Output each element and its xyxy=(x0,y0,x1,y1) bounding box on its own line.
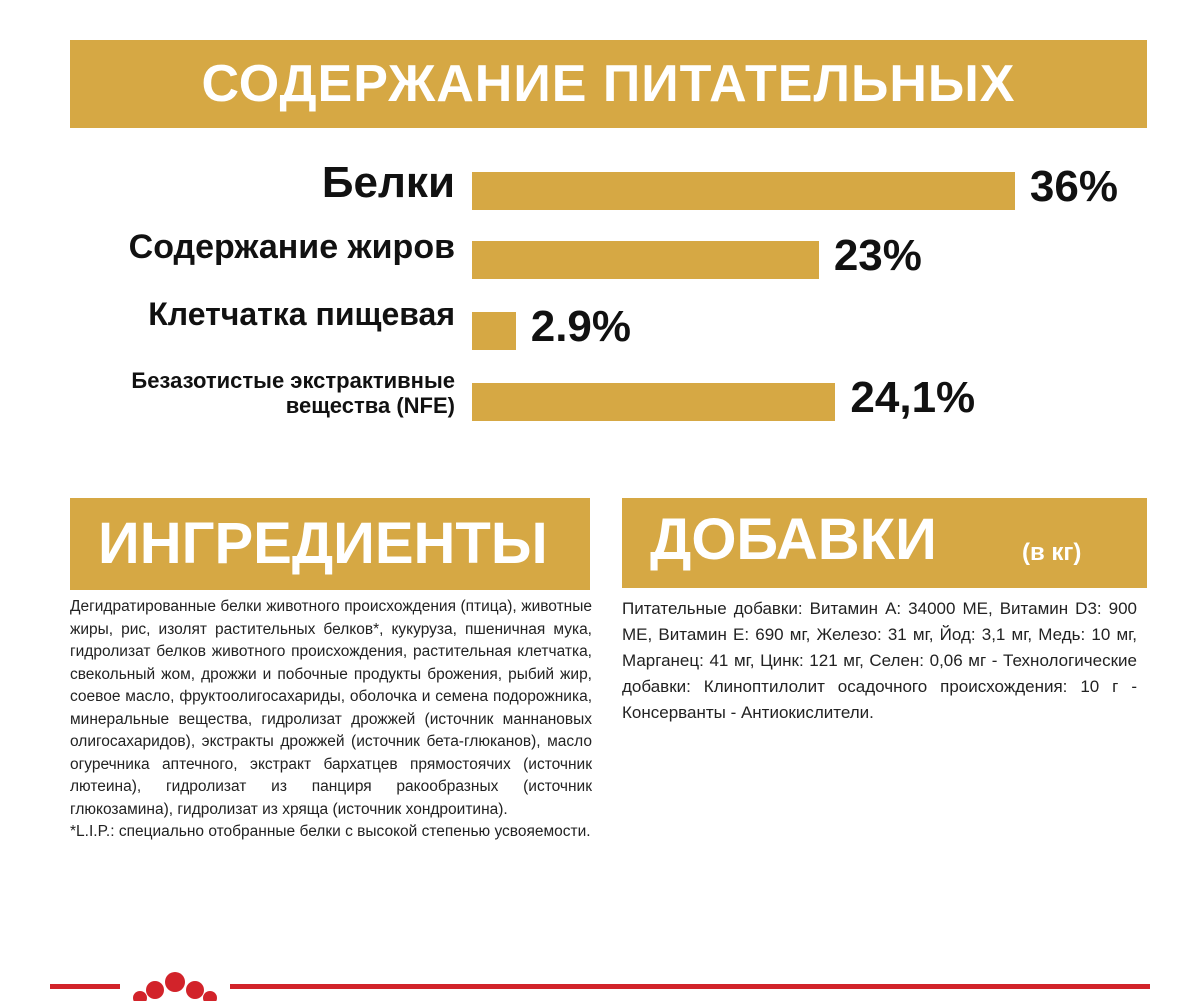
additives-band: ДОБАВКИ (в кг) xyxy=(622,498,1147,588)
bar xyxy=(472,241,819,279)
value-label: 36% xyxy=(1029,162,1118,211)
ingredients-band: ИНГРЕДИЕНТЫ xyxy=(70,498,590,590)
additives-text: Питательные добавки: Витамин A: 34000 МЕ… xyxy=(622,599,1137,722)
value-label: 2.9% xyxy=(530,302,632,351)
additives-title: ДОБАВКИ xyxy=(650,507,937,572)
bar xyxy=(472,172,1015,210)
value-label: 23% xyxy=(833,231,922,280)
bar xyxy=(472,312,516,350)
category-label: Белки xyxy=(321,158,455,207)
bar xyxy=(472,383,836,421)
category-label: Содержание жиров xyxy=(128,228,455,266)
ingredients-body: Дегидратированные белки животного происх… xyxy=(70,598,592,818)
title-band: СОДЕРЖАНИЕ ПИТАТЕЛЬНЫХ ВЕЩЕСТВ xyxy=(70,40,1147,201)
footer-line xyxy=(50,984,1150,989)
ingredients-text: Дегидратированные белки животного происх… xyxy=(70,596,592,844)
value-label: 24,1% xyxy=(850,373,976,422)
ingredients-title: ИНГРЕДИЕНТЫ xyxy=(98,511,548,576)
additives-unit: (в кг) xyxy=(1022,539,1082,566)
logo xyxy=(120,950,230,1001)
category-label: Безазотистые экстрактивные вещества (NFE… xyxy=(131,368,455,419)
category-label: Клетчатка пищевая xyxy=(148,296,455,332)
ingredients-note: *L.I.P.: специально отобранные белки с в… xyxy=(70,823,591,840)
